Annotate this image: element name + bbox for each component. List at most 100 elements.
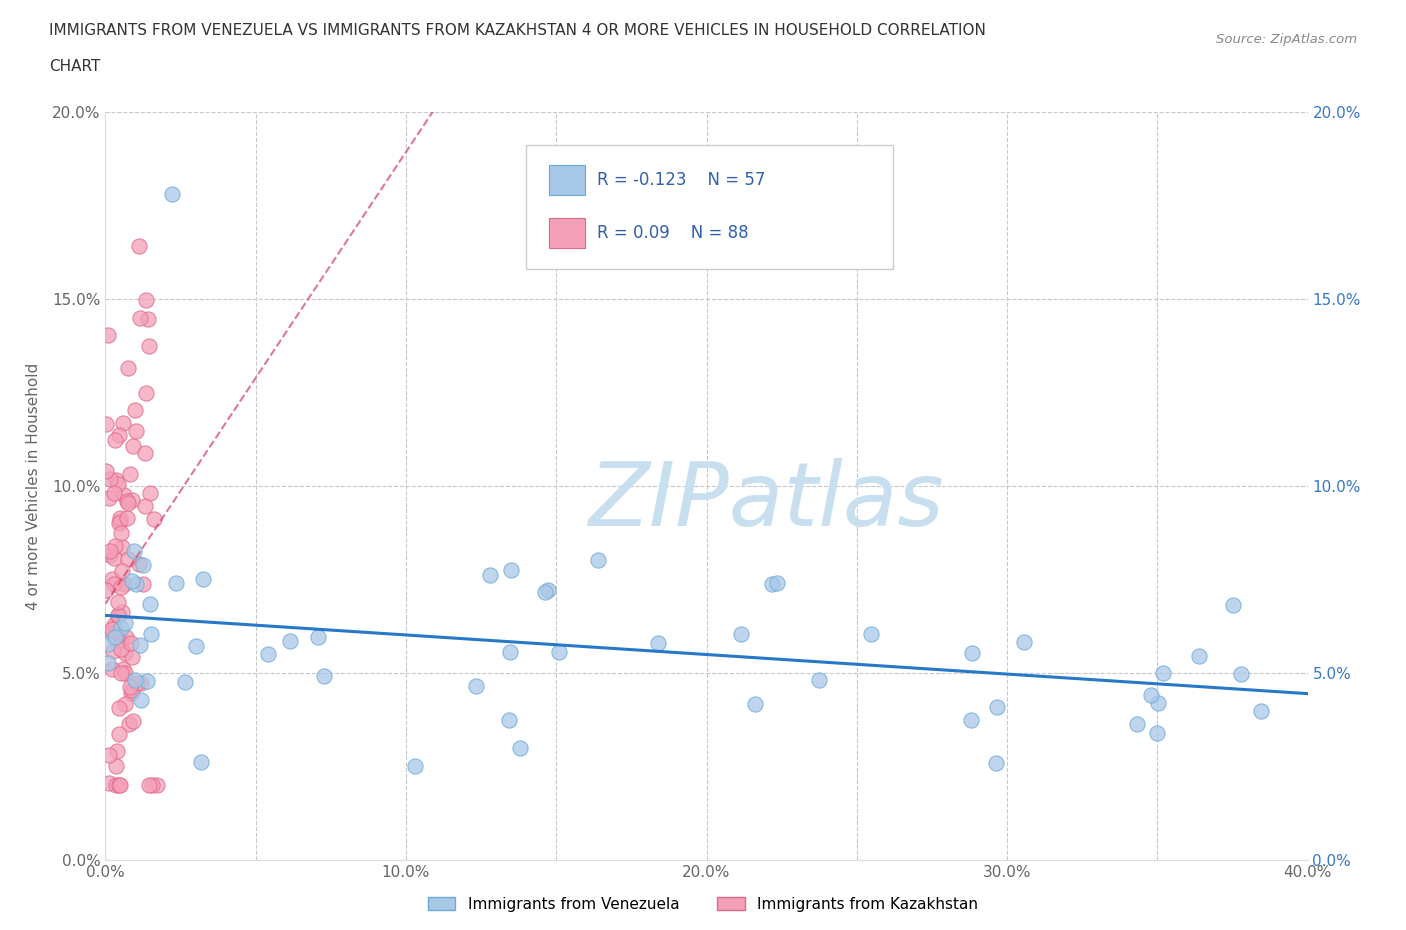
- Point: [190, 754, 212, 769]
- Point: [105, 777, 128, 792]
- Point: [101, 625, 124, 640]
- Point: [98, 490, 121, 505]
- Point: [97, 327, 120, 342]
- Point: [128, 238, 150, 253]
- Point: [111, 564, 134, 578]
- Point: [1222, 597, 1244, 612]
- Point: [859, 626, 882, 641]
- Point: [278, 633, 301, 648]
- Point: [98, 548, 121, 563]
- Point: [1125, 716, 1147, 731]
- Point: [107, 595, 129, 610]
- Point: [146, 777, 169, 792]
- Legend: Immigrants from Venezuela, Immigrants from Kazakhstan: Immigrants from Venezuela, Immigrants fr…: [422, 890, 984, 918]
- Text: R = -0.123    N = 57: R = -0.123 N = 57: [598, 171, 765, 190]
- Point: [124, 544, 146, 559]
- Point: [94, 464, 117, 479]
- Point: [107, 476, 129, 491]
- Point: [307, 630, 329, 644]
- Point: [132, 577, 155, 591]
- Point: [744, 697, 766, 711]
- Point: [107, 608, 129, 623]
- Point: [94, 582, 117, 597]
- Point: [114, 616, 136, 631]
- Point: [131, 676, 153, 691]
- FancyBboxPatch shape: [526, 145, 893, 269]
- Point: [138, 777, 160, 792]
- Point: [104, 630, 127, 644]
- Point: [184, 639, 207, 654]
- Point: [94, 417, 117, 432]
- Point: [766, 576, 789, 591]
- Point: [97, 636, 120, 651]
- Point: [1250, 704, 1272, 719]
- Point: [121, 574, 143, 589]
- Point: [960, 645, 983, 660]
- FancyBboxPatch shape: [548, 166, 585, 195]
- Point: [117, 493, 139, 508]
- Point: [139, 485, 162, 500]
- Point: [138, 339, 160, 353]
- Point: [103, 551, 125, 565]
- Point: [117, 496, 139, 511]
- Point: [110, 620, 132, 635]
- Point: [112, 576, 135, 591]
- Point: [101, 661, 124, 676]
- Point: [97, 656, 120, 671]
- Point: [110, 666, 132, 681]
- Point: [588, 553, 610, 568]
- Point: [121, 650, 143, 665]
- Point: [108, 701, 131, 716]
- Point: [105, 472, 128, 487]
- Point: [114, 666, 136, 681]
- Point: [173, 674, 195, 689]
- Point: [165, 576, 187, 591]
- Point: [807, 672, 830, 687]
- Point: [134, 446, 156, 461]
- Point: [110, 526, 132, 541]
- Point: [479, 567, 502, 582]
- Point: [1139, 687, 1161, 702]
- Point: [101, 644, 124, 658]
- Point: [108, 428, 131, 443]
- Point: [115, 511, 138, 525]
- Point: [112, 487, 135, 502]
- Point: [118, 716, 141, 731]
- Point: [256, 646, 278, 661]
- Point: [108, 511, 131, 525]
- Point: [112, 661, 135, 676]
- Point: [110, 642, 132, 657]
- Text: R = 0.09    N = 88: R = 0.09 N = 88: [598, 223, 749, 242]
- Point: [104, 758, 127, 773]
- Point: [103, 618, 125, 632]
- Point: [124, 403, 146, 418]
- Point: [111, 604, 134, 619]
- Point: [135, 385, 157, 400]
- Point: [464, 679, 486, 694]
- Text: ZIPatlas: ZIPatlas: [589, 458, 945, 544]
- Point: [125, 676, 148, 691]
- Point: [108, 513, 131, 528]
- Point: [312, 669, 335, 684]
- Point: [143, 512, 166, 526]
- Point: [114, 645, 136, 660]
- Point: [1012, 635, 1035, 650]
- Point: [103, 538, 125, 553]
- Point: [124, 672, 146, 687]
- Point: [121, 493, 143, 508]
- Point: [118, 467, 141, 482]
- Point: [103, 485, 125, 500]
- Point: [984, 755, 1007, 770]
- Point: [110, 777, 132, 792]
- Point: [131, 693, 153, 708]
- Point: [1188, 648, 1211, 663]
- Point: [108, 777, 131, 792]
- Point: [986, 699, 1008, 714]
- Point: [101, 621, 124, 636]
- Point: [134, 498, 156, 513]
- Point: [103, 577, 125, 591]
- Point: [121, 438, 143, 453]
- Point: [128, 556, 150, 571]
- Point: [98, 776, 121, 790]
- Point: [136, 312, 159, 326]
